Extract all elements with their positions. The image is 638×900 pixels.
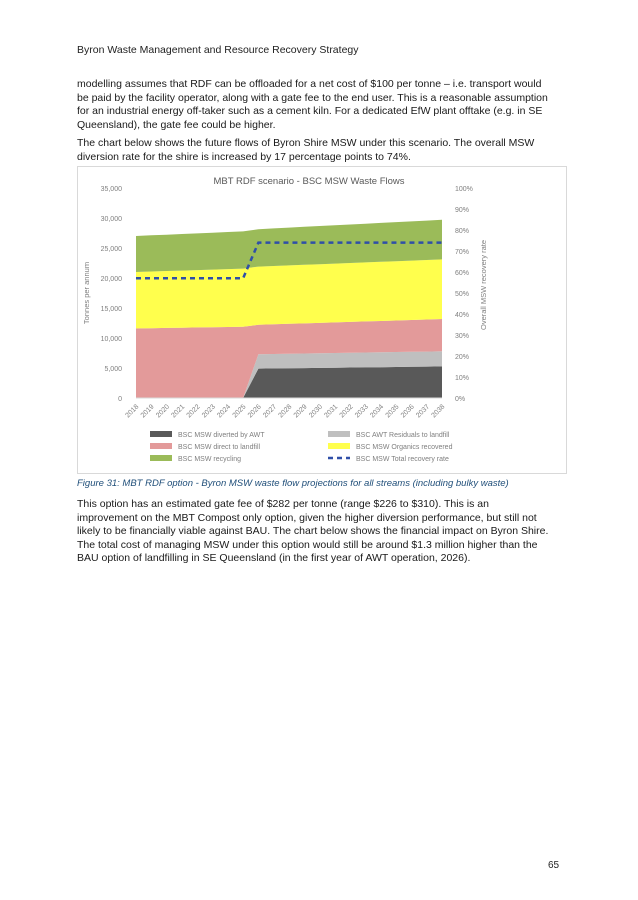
x-tick-label: 2038 [430, 403, 446, 419]
x-tick-label: 2021 [170, 403, 186, 419]
paragraph-rdf-assumption: modelling assumes that RDF can be offloa… [77, 78, 567, 132]
text-line: modelling assumes that RDF can be offloa… [77, 78, 542, 90]
legend-label: BSC MSW recycling [178, 456, 241, 463]
y2-tick-label: 30% [455, 333, 469, 340]
legend-swatch-residuals [328, 431, 350, 437]
x-tick-label: 2025 [232, 403, 248, 419]
x-tick-label: 2036 [400, 403, 416, 419]
y-tick-label: 15,000 [101, 306, 123, 313]
y-tick-label: 0 [118, 396, 122, 403]
text-line: improvement on the MBT Compost only opti… [77, 511, 537, 524]
y-tick-label: 10,000 [101, 336, 123, 343]
x-tick-label: 2018 [124, 403, 140, 419]
x-tick-label: 2033 [354, 403, 370, 419]
y2-tick-label: 10% [455, 375, 469, 382]
x-tick-label: 2029 [293, 403, 309, 419]
text-line: The chart below shows the future flows o… [77, 137, 535, 149]
x-tick-label: 2026 [247, 403, 263, 419]
y-tick-label: 25,000 [101, 246, 123, 253]
y2-tick-label: 70% [455, 249, 469, 256]
text-line: be paid by the facility operator, along … [77, 91, 548, 104]
x-tick-label: 2023 [201, 403, 217, 419]
legend-swatch-awt [150, 431, 172, 437]
x-tick-label: 2035 [385, 403, 401, 419]
text-line: BAU option of landfilling in SE Queensla… [77, 552, 471, 564]
y2-tick-label: 90% [455, 207, 469, 214]
legend-label: BSC MSW Organics recovered [356, 444, 453, 451]
text-line: The total cost of managing MSW under thi… [77, 538, 538, 551]
x-tick-label: 2027 [262, 403, 278, 419]
figure-caption: Figure 31: MBT RDF option - Byron MSW wa… [77, 478, 509, 489]
x-tick-label: 2024 [216, 403, 232, 419]
paragraph-chart-intro: The chart below shows the future flows o… [77, 137, 567, 164]
area-series-awt [136, 366, 442, 398]
y-tick-label: 20,000 [101, 276, 123, 283]
area-series-organics [136, 259, 442, 329]
area-series-landfill [136, 319, 442, 398]
y2-tick-label: 50% [455, 291, 469, 298]
legend-label: BSC AWT Residuals to landfill [356, 432, 450, 439]
waste-flow-chart: MBT RDF scenario - BSC MSW Waste Flows 0 5… [82, 176, 488, 463]
x-tick-label: 2032 [339, 403, 355, 419]
x-tick-label: 2019 [140, 403, 156, 419]
legend-label: BSC MSW diverted by AWT [178, 432, 265, 439]
y2-axis-title: Overall MSW recovery rate [479, 240, 488, 330]
text-line: Queensland), the gate fee could be highe… [77, 118, 276, 131]
x-tick-label: 2034 [369, 403, 385, 419]
y2-tick-label: 80% [455, 228, 469, 235]
text-line: diversion rate for the shire is increase… [77, 150, 411, 163]
x-tick-label: 2022 [186, 403, 202, 419]
legend-swatch-landfill [150, 443, 172, 449]
chart-title: MBT RDF scenario - BSC MSW Waste Flows [213, 176, 404, 187]
y2-tick-label: 100% [455, 186, 473, 193]
y2-tick-label: 60% [455, 270, 469, 277]
legend-swatch-recycling [150, 455, 172, 461]
page-number: 65 [548, 860, 560, 871]
legend-label: BSC MSW direct to landfill [178, 444, 261, 451]
area-series-residuals [136, 351, 442, 398]
text-line: for an industrial energy off-taker such … [77, 105, 543, 117]
y2-tick-label: 0% [455, 396, 465, 403]
paragraph-gate-fee: This option has an estimated gate fee of… [77, 498, 567, 566]
chart-container: MBT RDF scenario - BSC MSW Waste Flows 0 5… [77, 166, 567, 474]
page-header: Byron Waste Management and Resource Reco… [77, 44, 359, 56]
x-tick-label: 2037 [415, 403, 431, 419]
y-axis-title: Tonnes per annum [82, 262, 91, 324]
y-tick-label: 5,000 [104, 366, 122, 373]
x-tick-label: 2020 [155, 403, 171, 419]
legend-label: BSC MSW Total recovery rate [356, 456, 449, 463]
y-tick-label: 35,000 [101, 186, 123, 193]
text-line: This option has an estimated gate fee of… [77, 498, 489, 510]
text-line: likely to be financially viable against … [77, 525, 549, 537]
y2-tick-label: 20% [455, 354, 469, 361]
x-tick-label: 2030 [308, 403, 324, 419]
area-series-recycling [136, 219, 442, 272]
y-tick-label: 30,000 [101, 216, 123, 223]
x-tick-label: 2028 [277, 403, 293, 419]
y2-tick-label: 40% [455, 312, 469, 319]
legend-swatch-organics [328, 443, 350, 449]
x-tick-label: 2031 [323, 403, 339, 419]
